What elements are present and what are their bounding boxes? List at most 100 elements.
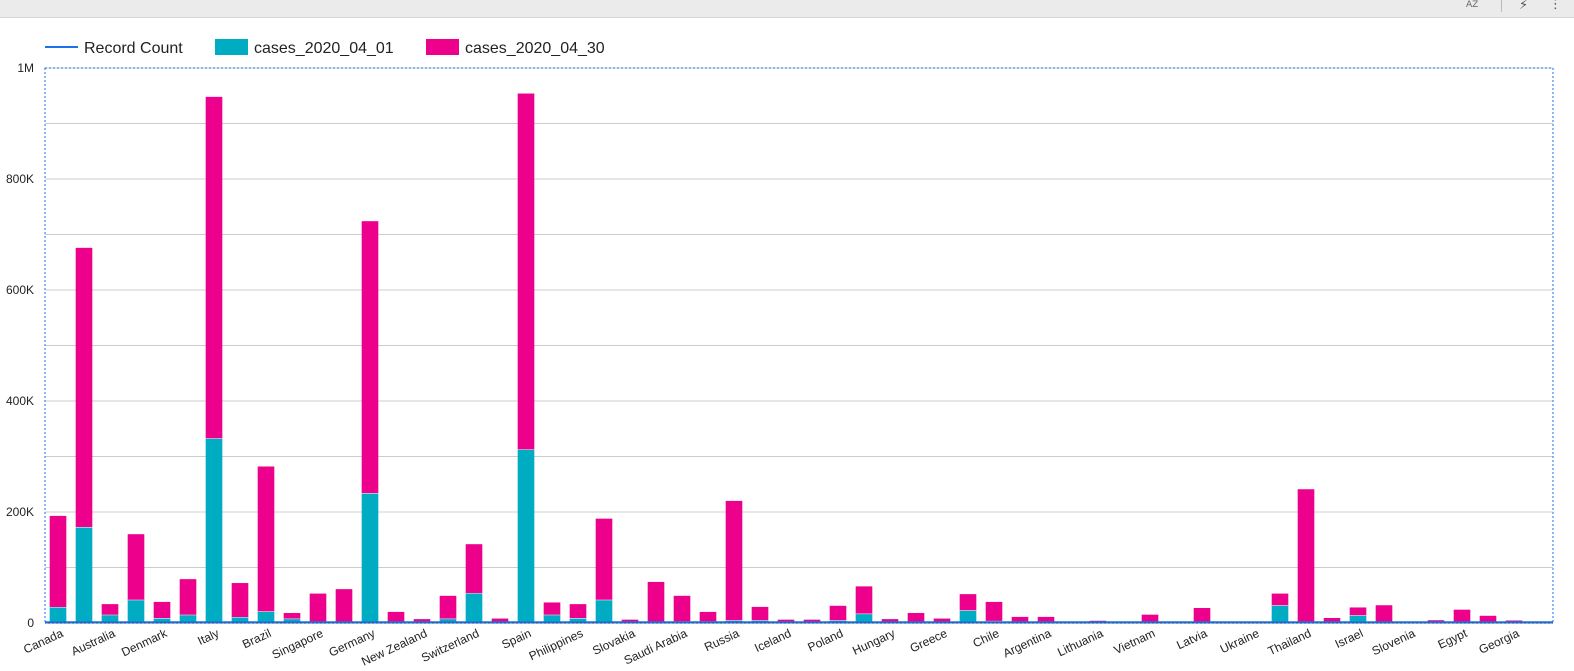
bar-stack[interactable]: [205, 96, 223, 623]
bar-cases-2020-04-30[interactable]: [673, 595, 691, 622]
bar-cases-2020-04-30[interactable]: [439, 595, 457, 620]
bar-stack[interactable]: [439, 595, 457, 623]
bar-cases-2020-04-01[interactable]: [1349, 615, 1367, 623]
bar-cases-2020-04-01[interactable]: [257, 611, 275, 623]
bar-cases-2020-04-01[interactable]: [855, 614, 873, 623]
bar-cases-2020-04-30[interactable]: [1479, 615, 1497, 623]
bar-cases-2020-04-01[interactable]: [543, 615, 561, 623]
bar-stack[interactable]: [361, 221, 379, 623]
bolt-icon[interactable]: ⚡: [1519, 0, 1529, 13]
bar-cases-2020-04-01[interactable]: [1271, 605, 1289, 623]
bar-cases-2020-04-30[interactable]: [647, 581, 665, 623]
bar-cases-2020-04-30[interactable]: [829, 605, 847, 621]
bar-cases-2020-04-30[interactable]: [959, 594, 977, 611]
bar-cases-2020-04-30[interactable]: [49, 515, 67, 608]
bar-cases-2020-04-30[interactable]: [179, 579, 197, 616]
bar-cases-2020-04-30[interactable]: [387, 611, 405, 623]
bar-stack[interactable]: [179, 579, 197, 623]
bar-cases-2020-04-01[interactable]: [127, 600, 145, 623]
bar-cases-2020-04-01[interactable]: [465, 593, 483, 623]
bar-cases-2020-04-30[interactable]: [361, 221, 379, 494]
legend-item[interactable]: Record Count: [45, 40, 183, 57]
bar-cases-2020-04-30[interactable]: [621, 619, 639, 623]
bar-stack[interactable]: [153, 601, 171, 623]
bar-cases-2020-04-30[interactable]: [543, 602, 561, 616]
bar-cases-2020-04-01[interactable]: [205, 438, 223, 623]
bar-cases-2020-04-30[interactable]: [907, 613, 925, 623]
bar-stack[interactable]: [751, 606, 769, 623]
legend-item[interactable]: cases_2020_04_01: [215, 39, 394, 57]
bar-stack[interactable]: [1271, 593, 1289, 623]
bar-stack[interactable]: [673, 595, 691, 623]
bar-cases-2020-04-30[interactable]: [257, 466, 275, 612]
bar-stack[interactable]: [231, 583, 249, 623]
bar-cases-2020-04-01[interactable]: [75, 527, 93, 623]
bar-stack[interactable]: [647, 581, 665, 623]
bar-stack[interactable]: [829, 605, 847, 623]
bar-cases-2020-04-30[interactable]: [75, 247, 93, 528]
bar-stack[interactable]: [257, 466, 275, 623]
more-vert-icon[interactable]: ⋮: [1549, 0, 1562, 12]
bar-cases-2020-04-01[interactable]: [49, 607, 67, 623]
bar-cases-2020-04-30[interactable]: [153, 601, 171, 619]
bar-cases-2020-04-30[interactable]: [517, 93, 535, 450]
bar-stack[interactable]: [49, 515, 67, 623]
bar-cases-2020-04-30[interactable]: [231, 583, 249, 618]
bar-cases-2020-04-30[interactable]: [803, 619, 821, 623]
bar-cases-2020-04-30[interactable]: [1323, 618, 1341, 623]
bar-cases-2020-04-30[interactable]: [1141, 614, 1159, 623]
bar-cases-2020-04-30[interactable]: [491, 618, 509, 623]
bar-stack[interactable]: [309, 593, 327, 623]
bar-cases-2020-04-01[interactable]: [231, 617, 249, 623]
bar-stack[interactable]: [127, 534, 145, 623]
bar-cases-2020-04-01[interactable]: [569, 618, 587, 623]
bar-cases-2020-04-01[interactable]: [439, 619, 457, 623]
bar-stack[interactable]: [101, 604, 119, 623]
bar-stack[interactable]: [1349, 607, 1367, 623]
bar-cases-2020-04-30[interactable]: [777, 619, 795, 623]
bar-cases-2020-04-30[interactable]: [465, 544, 483, 594]
bar-cases-2020-04-30[interactable]: [1011, 616, 1029, 623]
bar-stack[interactable]: [569, 604, 587, 623]
bar-cases-2020-04-30[interactable]: [569, 604, 587, 619]
bar-cases-2020-04-30[interactable]: [1297, 489, 1315, 623]
bar-stack[interactable]: [335, 589, 353, 623]
bar-cases-2020-04-01[interactable]: [959, 610, 977, 623]
bar-cases-2020-04-01[interactable]: [283, 619, 301, 623]
bar-stack[interactable]: [517, 93, 535, 623]
bar-stack[interactable]: [75, 247, 93, 623]
bar-cases-2020-04-30[interactable]: [205, 96, 223, 439]
bar-stack[interactable]: [1375, 605, 1393, 623]
bar-cases-2020-04-01[interactable]: [595, 600, 613, 623]
bar-cases-2020-04-30[interactable]: [309, 593, 327, 623]
bar-stack[interactable]: [725, 500, 743, 623]
sort-az-icon[interactable]: AZ: [1466, 0, 1479, 10]
bar-cases-2020-04-30[interactable]: [127, 534, 145, 601]
bar-cases-2020-04-30[interactable]: [283, 613, 301, 620]
bar-stack[interactable]: [1297, 489, 1315, 623]
bar-cases-2020-04-30[interactable]: [1271, 593, 1289, 606]
bar-stack[interactable]: [855, 586, 873, 623]
legend-item[interactable]: cases_2020_04_30: [426, 39, 605, 57]
bar-cases-2020-04-30[interactable]: [1349, 607, 1367, 616]
bar-cases-2020-04-30[interactable]: [699, 611, 717, 622]
bar-stack[interactable]: [1453, 609, 1471, 623]
bar-cases-2020-04-01[interactable]: [361, 493, 379, 623]
bar-cases-2020-04-01[interactable]: [179, 615, 197, 623]
bar-cases-2020-04-30[interactable]: [985, 601, 1003, 622]
bar-cases-2020-04-30[interactable]: [881, 619, 899, 623]
bar-cases-2020-04-30[interactable]: [1453, 609, 1471, 623]
bar-cases-2020-04-01[interactable]: [517, 449, 535, 623]
bar-cases-2020-04-01[interactable]: [101, 615, 119, 623]
bar-cases-2020-04-30[interactable]: [725, 500, 743, 621]
bar-stack[interactable]: [985, 601, 1003, 623]
bar-cases-2020-04-30[interactable]: [751, 606, 769, 621]
bar-cases-2020-04-30[interactable]: [335, 589, 353, 623]
bar-stack[interactable]: [959, 594, 977, 623]
bar-stack[interactable]: [543, 602, 561, 623]
bar-cases-2020-04-30[interactable]: [413, 619, 431, 623]
bar-stack[interactable]: [283, 613, 301, 623]
bar-stack[interactable]: [1193, 608, 1211, 623]
bar-cases-2020-04-01[interactable]: [153, 618, 171, 623]
bar-cases-2020-04-30[interactable]: [595, 518, 613, 601]
